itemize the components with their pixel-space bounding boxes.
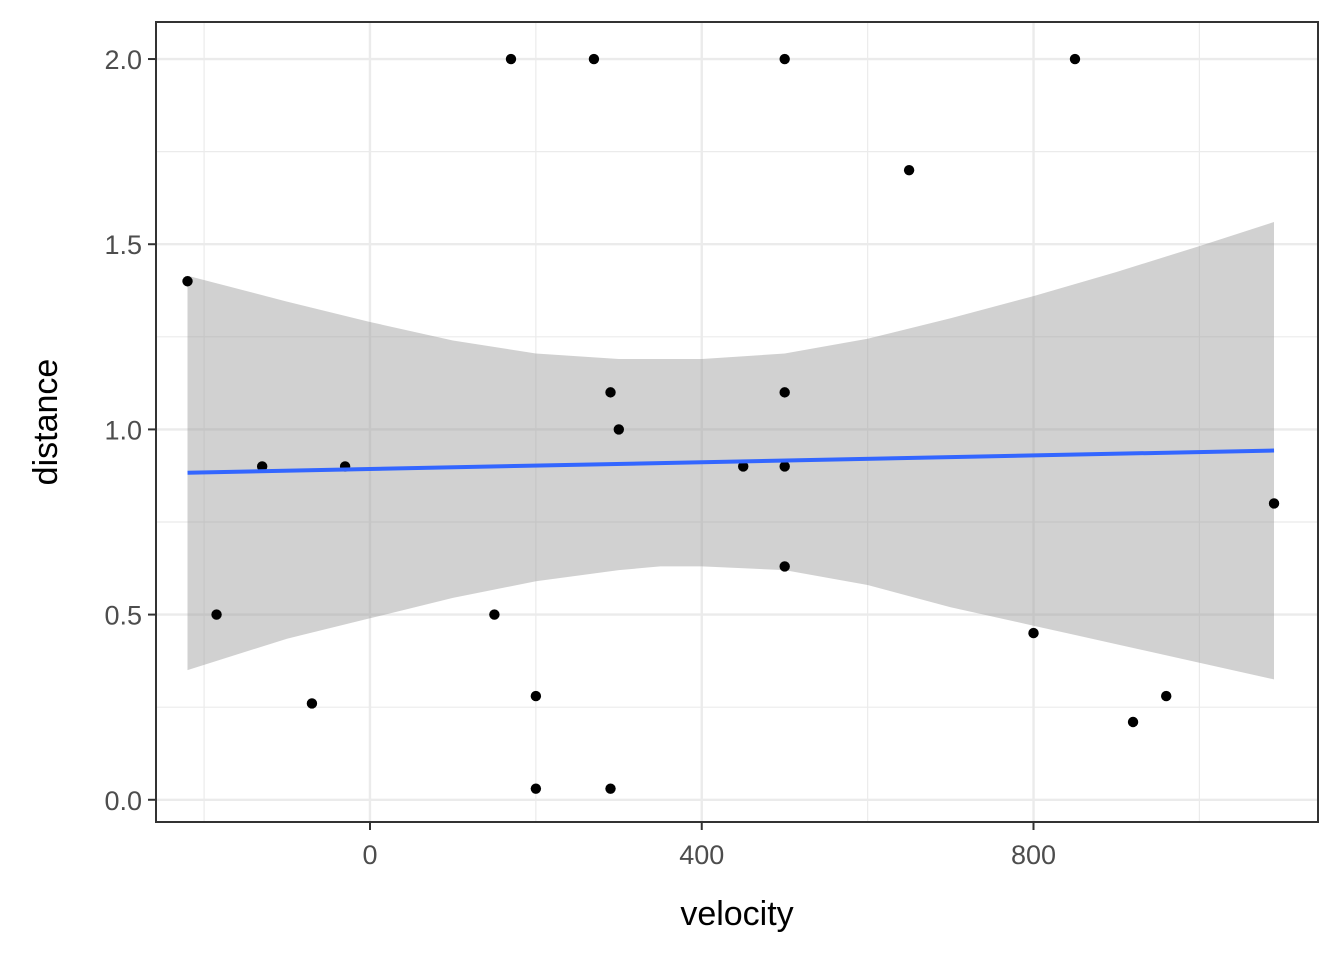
data-point [505,53,517,65]
data-point [779,561,790,572]
data-point [605,387,616,398]
data-point [1268,498,1280,509]
axis-ticks [148,58,1035,830]
x-tick-label: 0 [362,840,377,870]
confidence-band [187,222,1274,680]
data-point [779,461,790,472]
y-tick-label: 0.0 [104,786,142,816]
data-point [1127,716,1139,728]
data-point [779,53,790,65]
data-point [613,424,625,435]
x-axis-title: velocity [680,895,793,933]
y-tick-label: 0.5 [104,601,142,631]
x-tick-label: 400 [679,840,724,870]
confidence-band-layer [187,222,1274,680]
data-point [1069,53,1081,65]
data-point [903,164,915,176]
data-point [530,783,542,794]
y-tick-label: 2.0 [104,45,142,75]
data-point [182,276,193,287]
x-tick-label: 800 [1011,840,1056,870]
data-point [1161,690,1172,702]
data-point [256,461,268,472]
data-point [1028,627,1039,639]
axis-tick-labels: 0 400 800 0.0 0.5 1.0 1.5 2.0 [104,45,1056,870]
data-point [530,690,542,702]
data-point [779,387,790,398]
data-point [211,609,222,620]
panel-border [155,21,1319,823]
major-gridlines [156,22,1318,822]
data-point [306,698,318,709]
data-point [489,609,500,620]
data-point [588,53,600,65]
trend-line-layer [187,448,1275,475]
y-tick-label: 1.5 [104,230,142,260]
trend-line [187,448,1275,475]
minor-gridlines [156,22,1318,822]
y-axis-title: distance [27,359,65,486]
data-point [605,783,616,794]
y-tick-label: 1.0 [104,415,142,445]
data-point [738,461,749,472]
data-points-layer [182,53,1280,794]
